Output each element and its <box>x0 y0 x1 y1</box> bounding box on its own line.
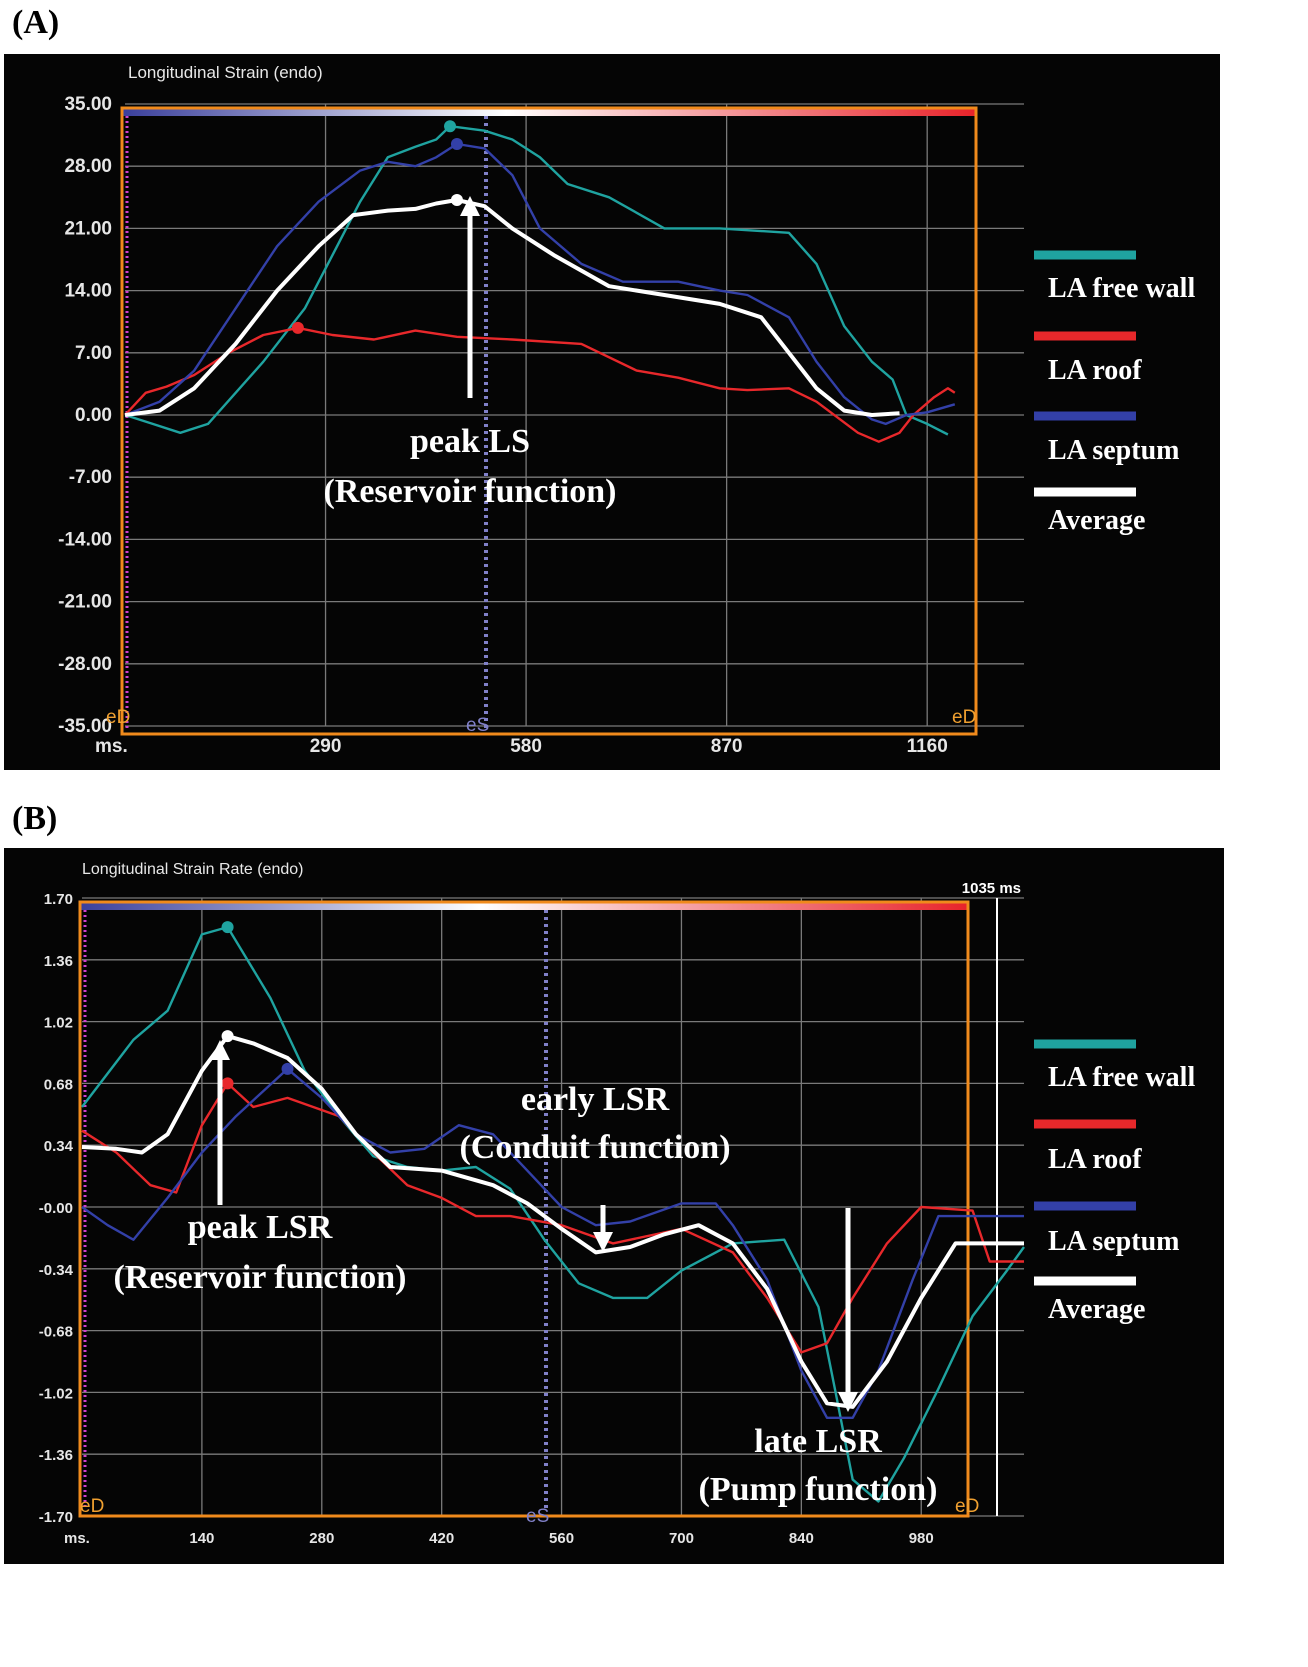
panel-a-annotation-arrow-head <box>460 196 480 216</box>
panel-a-ytick-label: -21.00 <box>58 592 112 613</box>
panel-a-xtick-label: 290 <box>310 736 342 757</box>
panel-b-ytick-label: -1.70 <box>39 1509 73 1526</box>
panel-b-phase-mid: eS <box>526 1506 549 1527</box>
panel-b-ytick-label: -0.00 <box>39 1200 73 1217</box>
panel-a-phase-left: eD <box>106 707 130 728</box>
panel-a-xaxis-start-label: ms. <box>95 736 128 757</box>
panel-a-xtick-label: 580 <box>510 736 542 757</box>
panel-b-phase-right: eD <box>955 1496 979 1517</box>
panel-a-legend-label: LA roof <box>1048 355 1142 386</box>
panel-a-ytick-label: -7.00 <box>69 467 112 488</box>
panel-b-ytick-label: -0.68 <box>39 1324 73 1341</box>
panel-a-legend-label: Average <box>1048 505 1145 536</box>
panel-b-ytick-label: 1.36 <box>44 953 73 970</box>
panel-b-annotation-text: (Pump function) <box>699 1471 938 1508</box>
panel-a-label: (A) <box>12 4 60 41</box>
panel-a-peak-point-la-roof <box>291 321 304 334</box>
panel-b-peak-point-average <box>221 1030 234 1043</box>
panel-b-series-line-la-septum <box>81 1067 1024 1419</box>
panel-a-phase-right: eD <box>952 707 976 728</box>
panel-b-xaxis-start-label: ms. <box>64 1530 90 1547</box>
panel-b-xtick-label: 280 <box>309 1530 334 1547</box>
panel-b-xtick-label: 840 <box>789 1530 814 1547</box>
panel-b-ytick-label: -0.34 <box>39 1262 74 1279</box>
panel-b-ytick-label: 0.68 <box>44 1076 73 1093</box>
panel-b-series-line-la-free-wall <box>81 925 1025 1503</box>
panel-b-annotation-text: (Conduit function) <box>459 1129 730 1166</box>
panel-b-background <box>4 848 1224 1564</box>
panel-b-peak-point-la-roof <box>221 1077 234 1090</box>
panel-a-title: Longitudinal Strain (endo) <box>128 63 323 82</box>
panel-b-ytick-label: 0.34 <box>44 1138 74 1155</box>
panel-b-title: Longitudinal Strain Rate (endo) <box>82 861 303 878</box>
panel-b-ytick-label: 1.02 <box>44 1015 73 1032</box>
panel-a-series-line-la-roof <box>124 326 956 443</box>
panel-b-analysis-frame <box>78 900 970 1518</box>
panel-b-phase-left: eD <box>80 1496 104 1517</box>
panel-a-phase-mid: eS <box>466 715 489 736</box>
panel-a-ytick-label: 0.00 <box>75 405 112 426</box>
panel-b-ytick-label: -1.36 <box>39 1447 73 1464</box>
panel-b-legend-label: LA free wall <box>1048 1062 1195 1093</box>
panel-b-legend-label: LA septum <box>1048 1226 1179 1257</box>
panel-a-ytick-label: 35.00 <box>64 94 112 115</box>
panel-b-legend-label: LA roof <box>1048 1144 1142 1175</box>
panel-a-series-line-la-free-wall <box>124 125 949 436</box>
panel-a-ytick-label: -35.00 <box>58 716 112 737</box>
panel-b-annotation-text: peak LSR <box>188 1209 333 1246</box>
panel-b-annotation-arrow-head <box>210 1040 230 1060</box>
panel-b-annotation-text: (Reservoir function) <box>113 1259 406 1296</box>
panel-a-ytick-label: 14.00 <box>64 281 112 302</box>
panel-b-label: (B) <box>12 800 58 837</box>
panel-a-series-line-average <box>124 198 900 417</box>
panel-b-xtick-label: 980 <box>909 1530 934 1547</box>
panel-a-annotation-text: (Reservoir function) <box>323 473 616 510</box>
panel-a-annotation-text: peak LS <box>410 423 530 460</box>
panel-a-peak-point-average <box>450 193 463 206</box>
panel-a-xtick-label: 1160 <box>907 736 948 757</box>
panel-b-peak-point-la-free-wall <box>221 921 234 934</box>
panel-a-ytick-label: 7.00 <box>75 343 112 364</box>
panel-a-ytick-label: -28.00 <box>58 654 112 675</box>
panel-b-xtick-label: 700 <box>669 1530 694 1547</box>
panel-b-ytick-label: -1.02 <box>39 1385 73 1402</box>
panel-a-peak-point-la-septum <box>450 137 463 150</box>
panel-b-time-marker-label: 1035 ms <box>962 880 1021 897</box>
panel-a-legend-label: LA free wall <box>1048 273 1195 304</box>
panel-a-peak-point-la-free-wall <box>444 120 457 133</box>
panel-a-ytick-label: 21.00 <box>64 218 112 239</box>
panel-a-xtick-label: 870 <box>711 736 743 757</box>
panel-b-color-scale <box>80 902 968 910</box>
panel-b-annotation-text: late LSR <box>754 1423 882 1460</box>
panel-b-annotation-arrow-head <box>593 1232 613 1252</box>
panel-b-peak-point-la-septum <box>281 1062 294 1075</box>
panel-b-xtick-label: 140 <box>189 1530 214 1547</box>
panel-a-ytick-label: 28.00 <box>64 156 112 177</box>
panel-b-annotation-arrow-head <box>838 1392 858 1412</box>
panel-a-color-scale <box>122 108 976 116</box>
panel-a-analysis-frame <box>120 106 978 736</box>
panel-b-xtick-label: 560 <box>549 1530 574 1547</box>
panel-a-ytick-label: -14.00 <box>58 529 112 550</box>
panel-b-annotation-text: early LSR <box>521 1081 670 1118</box>
panel-a-background <box>4 54 1220 770</box>
panel-b-legend-label: Average <box>1048 1294 1145 1325</box>
panel-b-series-line-la-roof <box>81 1082 1024 1354</box>
panel-b-xtick-label: 420 <box>429 1530 454 1547</box>
panel-b-ytick-label: 1.70 <box>44 891 73 908</box>
panel-a-legend-label: LA septum <box>1048 435 1179 466</box>
